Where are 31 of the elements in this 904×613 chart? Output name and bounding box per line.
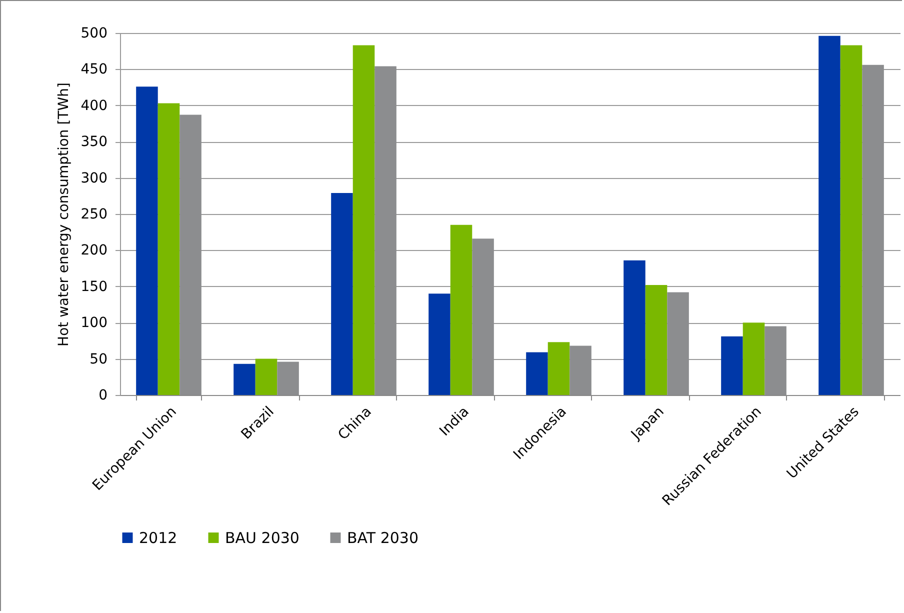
y-tick-label: 0	[98, 388, 108, 404]
bar	[818, 36, 840, 395]
bar	[742, 322, 765, 395]
bar	[352, 45, 375, 395]
bar	[255, 358, 278, 395]
bar	[331, 193, 353, 395]
y-tick-label: 50	[90, 351, 108, 368]
y-tick-label: 450	[80, 62, 108, 78]
y-tick-label: 400	[80, 98, 108, 114]
bar	[428, 294, 450, 395]
bar	[234, 364, 256, 395]
bar	[526, 352, 548, 395]
legend-label: BAT 2030	[347, 528, 418, 547]
y-tick-label: 250	[80, 206, 108, 222]
legend-label: 2012	[139, 528, 178, 547]
bar	[158, 103, 180, 395]
y-tick-label: 100	[80, 315, 108, 332]
y-tick-label: 150	[80, 278, 108, 295]
bar	[645, 284, 668, 395]
bar	[548, 342, 570, 395]
bar	[450, 224, 472, 395]
y-tick-label: 350	[80, 134, 108, 150]
bar	[840, 45, 862, 395]
bar	[624, 260, 646, 395]
legend-label: BAU 2030	[225, 528, 300, 547]
bar	[721, 336, 743, 395]
y-tick-label: 200	[80, 242, 108, 259]
y-tick-label: 300	[80, 170, 108, 186]
bar	[136, 86, 158, 395]
y-tick-label: 500	[80, 26, 108, 42]
y-axis-title: Hot water energy consumption [TWh]	[56, 82, 72, 346]
